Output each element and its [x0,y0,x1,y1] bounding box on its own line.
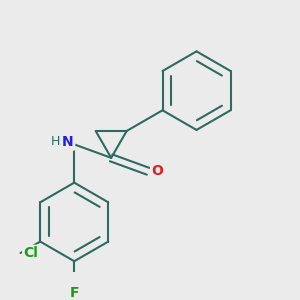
Text: H: H [51,135,60,148]
Text: N: N [62,135,74,149]
Text: Cl: Cl [23,246,38,260]
Text: O: O [152,164,163,178]
Text: F: F [70,286,79,300]
